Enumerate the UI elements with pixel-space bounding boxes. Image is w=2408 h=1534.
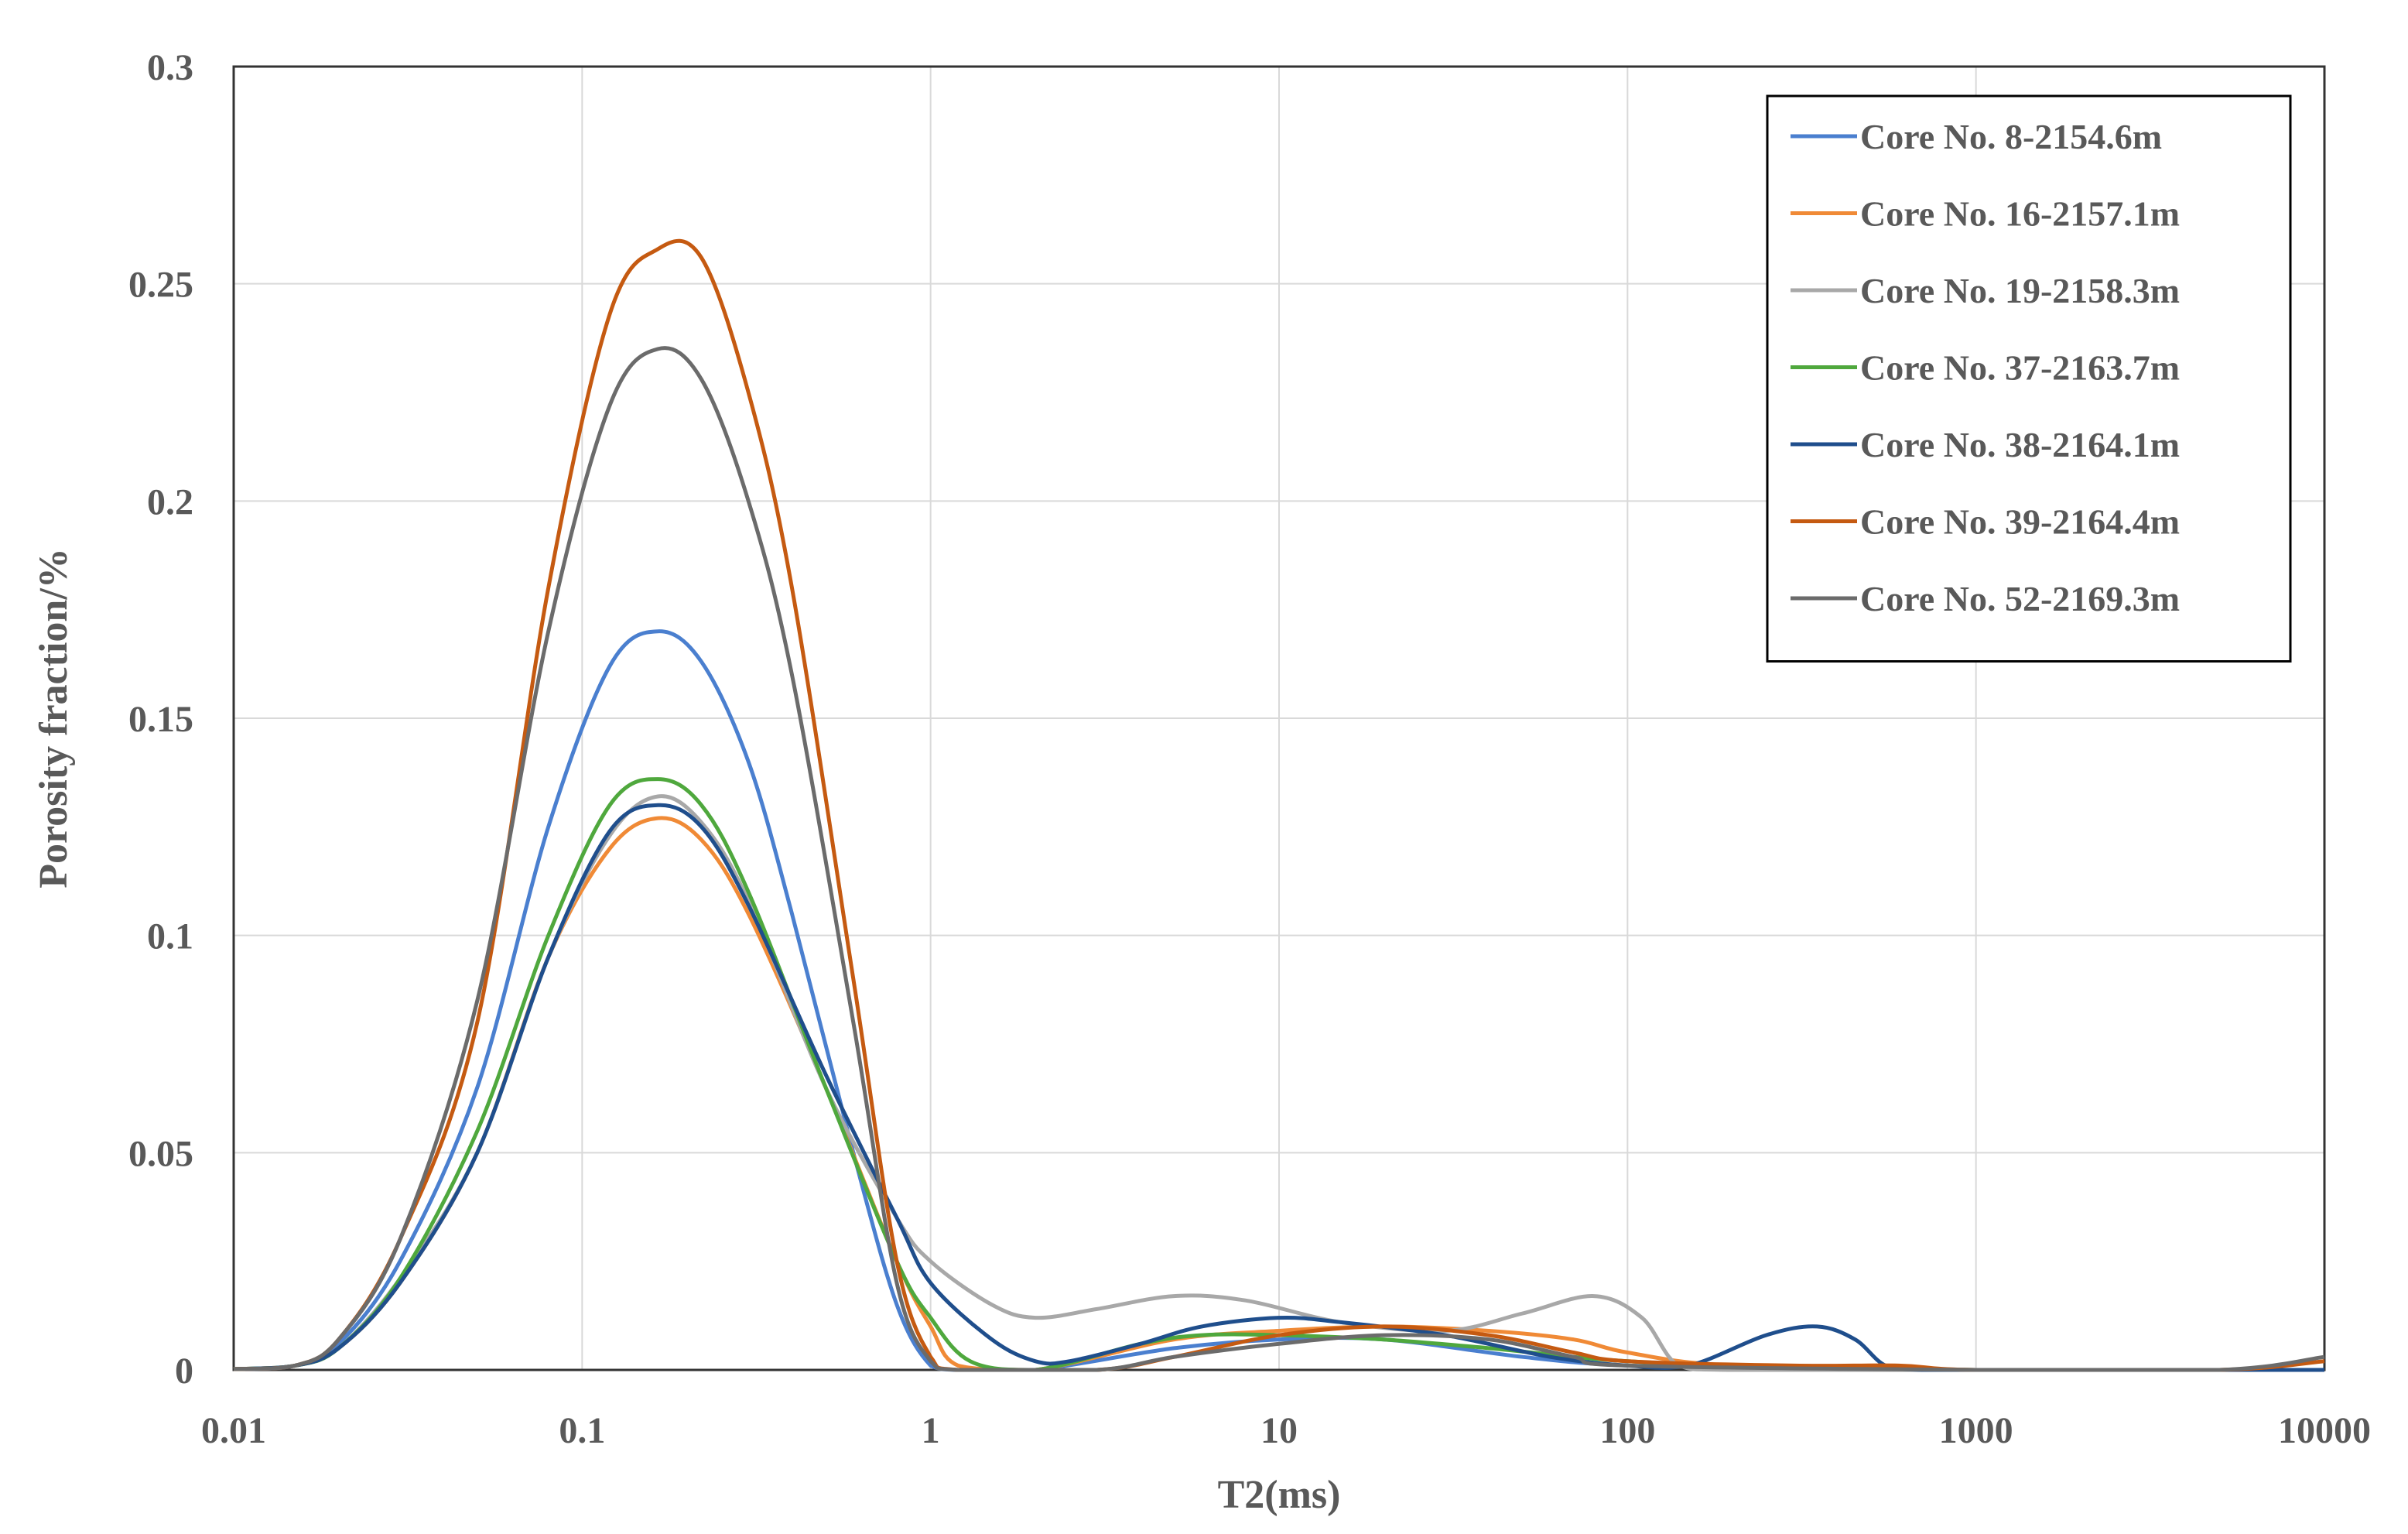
legend-label: Core No. 16-2157.1m [1860,194,2180,234]
series-line-core-no-52-2169-3m [233,346,2325,1372]
legend-box [1766,94,2292,663]
y-tick-label: 0.3 [147,47,193,88]
y-tick-label: 0.1 [147,916,193,957]
legend-label: Core No. 8-2154.6m [1860,117,2162,156]
series-lines [233,238,2325,1372]
y-tick-label: 0 [175,1351,193,1392]
y-tick-label: 0.2 [147,481,193,522]
legend-label: Core No. 52-2169.3m [1860,579,2180,618]
x-tick-label: 100 [1599,1410,1655,1451]
legend-label: Core No. 37-2163.7m [1860,348,2180,388]
x-tick-label: 1000 [1939,1410,2013,1451]
legend: Core No. 8-2154.6m Core No. 16-2157.1m Cor… [1766,94,2292,663]
legend-label: Core No. 38-2164.1m [1860,425,2180,464]
x-axis-ticks: 0.01 0.1 1 10 100 1000 10000 [201,1410,2371,1451]
legend-label: Core No. 19-2158.3m [1860,271,2180,310]
legend-label: Core No. 39-2164.4m [1860,502,2180,542]
x-tick-label: 0.1 [559,1410,605,1451]
x-tick-label: 1 [922,1410,940,1451]
series-line-core-no-38-2164-1m [233,803,2324,1372]
x-tick-label: 0.01 [201,1410,266,1451]
y-tick-label: 0.05 [128,1133,193,1174]
x-axis-title: T2(ms) [1218,1473,1341,1517]
y-axis-title: Porosity fraction/% [32,548,76,889]
x-tick-label: 10 [1260,1410,1298,1451]
x-tick-label: 10000 [2278,1410,2371,1451]
y-tick-label: 0.25 [128,265,193,306]
y-tick-label: 0.15 [128,699,193,740]
plot-area-frame [232,65,2326,1371]
y-axis-ticks: 0 0.05 0.1 0.15 0.2 0.25 0.3 [128,47,193,1392]
